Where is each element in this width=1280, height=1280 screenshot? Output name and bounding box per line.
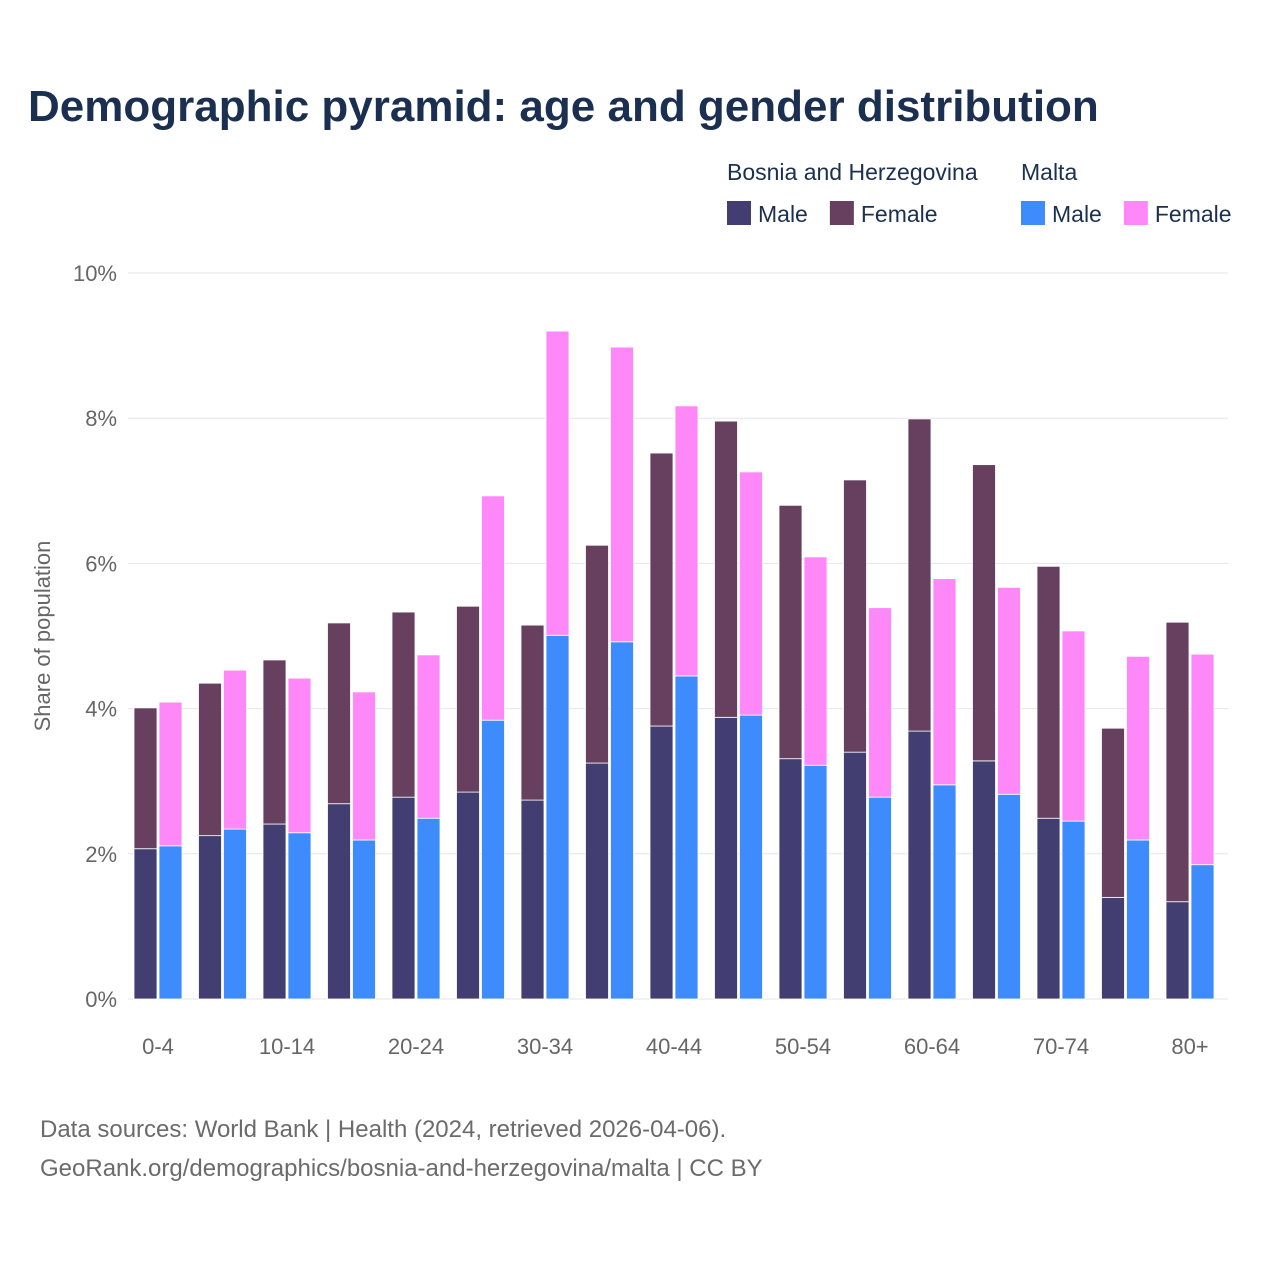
y-tick-label: 2% — [85, 842, 117, 867]
x-tick-label: 10-14 — [259, 1034, 315, 1059]
x-tick-label: 30-34 — [517, 1034, 573, 1059]
bar-bosnia-and-herzegovina-male-80+[interactable] — [1165, 901, 1190, 1000]
bar-malta-female-35-39[interactable] — [610, 346, 634, 643]
bar-bosnia-and-herzegovina-male-10-14[interactable] — [262, 823, 287, 1000]
legend-item-label[interactable]: Male — [758, 201, 808, 227]
bar-malta-male-65-69[interactable] — [997, 793, 1021, 1000]
x-tick-label: 20-24 — [388, 1034, 444, 1059]
bar-bosnia-and-herzegovina-female-75-79[interactable] — [1101, 727, 1125, 898]
bar-bosnia-and-herzegovina-female-0-4[interactable] — [133, 707, 158, 850]
bar-bosnia-and-herzegovina-male-5-9[interactable] — [198, 835, 222, 1000]
y-tick-label: 8% — [85, 406, 117, 431]
bar-malta-female-0-4[interactable] — [158, 701, 183, 847]
bar-malta-male-80+[interactable] — [1190, 864, 1215, 1000]
y-tick-label: 0% — [85, 987, 117, 1012]
y-tick-label: 10% — [73, 261, 117, 286]
bar-malta-female-60-64[interactable] — [932, 578, 957, 786]
bar-malta-female-5-9[interactable] — [223, 669, 247, 830]
legend-item-label[interactable]: Female — [861, 201, 938, 227]
bar-malta-female-50-54[interactable] — [803, 556, 828, 766]
legend-swatch — [829, 201, 854, 225]
bar-bosnia-and-herzegovina-male-35-39[interactable] — [585, 762, 609, 1000]
bar-malta-female-80+[interactable] — [1190, 653, 1215, 866]
legend-item-label[interactable]: Female — [1155, 201, 1232, 227]
bar-bosnia-and-herzegovina-male-0-4[interactable] — [133, 848, 158, 1000]
bar-malta-male-5-9[interactable] — [223, 828, 247, 1000]
bar-malta-male-45-49[interactable] — [739, 714, 763, 1000]
bar-bosnia-and-herzegovina-female-80+[interactable] — [1165, 621, 1190, 903]
bar-bosnia-and-herzegovina-female-25-29[interactable] — [456, 605, 480, 793]
bar-malta-male-30-34[interactable] — [545, 634, 570, 1000]
bar-bosnia-and-herzegovina-male-45-49[interactable] — [714, 716, 738, 1000]
bar-malta-female-40-44[interactable] — [674, 405, 699, 677]
bar-bosnia-and-herzegovina-male-20-24[interactable] — [391, 796, 416, 1000]
bar-bosnia-and-herzegovina-male-25-29[interactable] — [456, 791, 480, 1000]
bar-bosnia-and-herzegovina-male-70-74[interactable] — [1036, 817, 1061, 1000]
x-tick-label: 70-74 — [1033, 1034, 1089, 1059]
bar-malta-male-0-4[interactable] — [158, 845, 183, 1000]
bar-bosnia-and-herzegovina-female-65-69[interactable] — [972, 464, 996, 762]
x-tick-label: 0-4 — [142, 1034, 174, 1059]
bar-bosnia-and-herzegovina-female-10-14[interactable] — [262, 659, 287, 825]
bar-malta-female-45-49[interactable] — [739, 471, 763, 716]
chart-title: Demographic pyramid: age and gender dist… — [28, 82, 1099, 131]
bar-bosnia-and-herzegovina-female-55-59[interactable] — [843, 479, 867, 753]
x-tick-label: 80+ — [1171, 1034, 1208, 1059]
x-tick-label: 60-64 — [904, 1034, 960, 1059]
bar-malta-female-20-24[interactable] — [416, 654, 441, 819]
legend-group-title: Bosnia and Herzegovina — [727, 159, 978, 185]
bar-bosnia-and-herzegovina-male-50-54[interactable] — [778, 758, 803, 1000]
bar-malta-female-10-14[interactable] — [287, 677, 312, 834]
bar-malta-male-40-44[interactable] — [674, 675, 699, 1000]
bar-malta-male-70-74[interactable] — [1061, 820, 1086, 1000]
legend-item-label[interactable]: Male — [1052, 201, 1102, 227]
bar-bosnia-and-herzegovina-female-60-64[interactable] — [907, 418, 932, 732]
bar-bosnia-and-herzegovina-male-15-19[interactable] — [327, 803, 351, 1000]
bar-malta-male-15-19[interactable] — [352, 839, 376, 1000]
bar-malta-male-20-24[interactable] — [416, 817, 441, 1000]
bar-bosnia-and-herzegovina-female-50-54[interactable] — [778, 504, 803, 760]
bar-malta-female-75-79[interactable] — [1126, 655, 1150, 841]
bar-malta-female-25-29[interactable] — [481, 495, 505, 721]
bar-bosnia-and-herzegovina-female-35-39[interactable] — [585, 544, 609, 764]
bar-bosnia-and-herzegovina-female-15-19[interactable] — [327, 622, 351, 805]
bar-malta-female-65-69[interactable] — [997, 586, 1021, 795]
bar-malta-male-25-29[interactable] — [481, 719, 505, 1000]
legend-swatch — [1021, 201, 1045, 225]
bar-bosnia-and-herzegovina-male-30-34[interactable] — [520, 799, 545, 1000]
bar-malta-female-55-59[interactable] — [868, 607, 892, 798]
bar-malta-male-10-14[interactable] — [287, 832, 312, 1000]
bar-bosnia-and-herzegovina-female-20-24[interactable] — [391, 611, 416, 798]
bar-malta-female-70-74[interactable] — [1061, 630, 1086, 822]
footer-sources: Data sources: World Bank | Health (2024,… — [40, 1116, 727, 1143]
legend-swatch — [727, 201, 751, 225]
bar-malta-male-55-59[interactable] — [868, 796, 892, 1000]
x-tick-label: 50-54 — [775, 1034, 831, 1059]
bar-malta-male-75-79[interactable] — [1126, 839, 1150, 1000]
bar-malta-male-35-39[interactable] — [610, 641, 634, 1000]
footer-link[interactable]: GeoRank.org/demographics/bosnia-and-herz… — [40, 1155, 763, 1182]
bar-bosnia-and-herzegovina-male-65-69[interactable] — [972, 760, 996, 1000]
x-tick-label: 40-44 — [646, 1034, 702, 1059]
y-tick-label: 4% — [85, 697, 117, 722]
bar-bosnia-and-herzegovina-female-40-44[interactable] — [649, 452, 674, 727]
legend-swatch — [1123, 201, 1148, 225]
bar-bosnia-and-herzegovina-male-40-44[interactable] — [649, 725, 674, 1000]
y-tick-label: 6% — [85, 551, 117, 576]
bar-bosnia-and-herzegovina-female-70-74[interactable] — [1036, 565, 1061, 819]
bar-malta-female-30-34[interactable] — [545, 330, 570, 636]
bar-malta-male-60-64[interactable] — [932, 784, 957, 1000]
bar-bosnia-and-herzegovina-female-30-34[interactable] — [520, 624, 545, 801]
bar-malta-female-15-19[interactable] — [352, 691, 376, 841]
bar-bosnia-and-herzegovina-female-5-9[interactable] — [198, 682, 222, 837]
y-axis-label: Share of population — [30, 541, 55, 732]
bar-malta-male-50-54[interactable] — [803, 764, 828, 1000]
legend-group-title: Malta — [1021, 159, 1077, 185]
bar-bosnia-and-herzegovina-male-75-79[interactable] — [1101, 896, 1125, 1000]
bar-bosnia-and-herzegovina-male-60-64[interactable] — [907, 730, 932, 1000]
bar-bosnia-and-herzegovina-male-55-59[interactable] — [843, 751, 867, 1000]
bar-bosnia-and-herzegovina-female-45-49[interactable] — [714, 420, 738, 718]
